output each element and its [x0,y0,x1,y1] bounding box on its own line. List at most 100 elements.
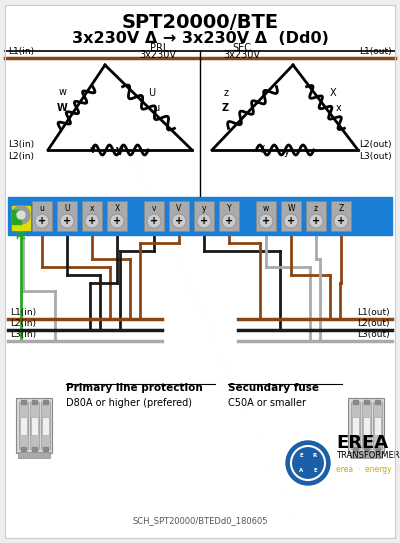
Text: X: X [114,204,120,213]
Bar [82,201,102,231]
Bar [16,398,52,453]
Text: 3x230V Δ → 3x230V Δ  (Dd0): 3x230V Δ → 3x230V Δ (Dd0) [72,31,328,46]
Text: +: + [63,216,71,226]
Bar [43,447,48,451]
Bar [32,201,52,231]
Text: SCH_SPT20000/BTEDd0_180605: SCH_SPT20000/BTEDd0_180605 [132,516,268,525]
Text: A: A [299,468,303,472]
Circle shape [172,214,186,228]
Bar [20,417,27,435]
Text: U: U [148,88,155,98]
Bar [351,402,360,449]
Circle shape [284,214,298,228]
Text: L3(in): L3(in) [8,140,34,149]
Circle shape [17,211,25,219]
Circle shape [85,214,99,228]
Text: E: E [299,453,303,458]
Bar [375,447,380,451]
Text: W: W [57,103,68,113]
Text: v: v [152,204,156,213]
Circle shape [309,214,323,228]
Text: Z: Z [338,204,344,213]
Text: erea  ·  energy  ·  engineering: erea · energy · engineering [336,464,400,473]
Circle shape [286,441,330,485]
Bar [219,201,239,231]
Text: L3(out): L3(out) [357,330,390,339]
Bar [364,400,369,404]
Bar [362,402,371,449]
Text: u: u [40,204,44,213]
Text: y: y [284,147,290,157]
Bar [12,206,30,230]
Text: Primary line protection: Primary line protection [66,383,203,393]
Text: W: W [287,204,295,213]
Bar [363,417,370,435]
Text: +: + [200,216,208,226]
Text: +: + [113,216,121,226]
Text: x: x [90,204,94,213]
Circle shape [110,214,124,228]
Circle shape [197,214,211,228]
Text: 3x230V: 3x230V [140,50,176,60]
Text: L2(in): L2(in) [8,152,34,161]
Bar [373,402,382,449]
Text: L1(in): L1(in) [8,47,34,56]
Circle shape [259,214,273,228]
Bar [331,201,351,231]
Text: V: V [176,204,182,213]
Bar [41,402,50,449]
Bar [352,417,359,435]
Text: w: w [263,204,269,213]
Text: w: w [59,87,67,97]
Text: z: z [314,204,318,213]
Text: Y: Y [227,204,231,213]
Text: L3(in): L3(in) [10,330,36,339]
Bar [43,400,48,404]
Circle shape [60,214,74,228]
Text: +: + [225,216,233,226]
Text: U: U [64,204,70,213]
Circle shape [222,214,236,228]
Text: Y: Y [258,145,264,155]
Circle shape [334,214,348,228]
Bar [348,398,384,453]
Bar [21,447,26,451]
Text: L1(out): L1(out) [357,308,390,317]
Text: L3(out): L3(out) [359,152,392,161]
Text: +: + [262,216,270,226]
Text: D80A or higher (prefered): D80A or higher (prefered) [66,398,192,408]
Text: 3x230V: 3x230V [224,50,260,60]
Text: z: z [224,88,229,98]
Text: C50A or smaller: C50A or smaller [228,398,306,408]
Circle shape [12,206,30,224]
Bar [21,400,26,404]
Text: E: E [313,468,317,472]
Text: TRANSFORMERS: TRANSFORMERS [336,451,400,460]
Bar [32,447,37,451]
Text: +: + [337,216,345,226]
Bar [107,201,127,231]
Bar [144,201,164,231]
Bar [364,447,369,451]
Bar [169,201,189,231]
Text: +: + [88,216,96,226]
Bar [12,210,21,224]
Text: PRI: PRI [150,43,166,53]
Text: PE: PE [16,232,26,241]
Bar [374,417,381,435]
Text: y: y [202,204,206,213]
Circle shape [35,214,49,228]
Circle shape [147,214,161,228]
Bar [42,417,49,435]
Text: L2(out): L2(out) [358,319,390,328]
Bar [8,197,392,235]
Text: Z: Z [222,103,229,113]
Bar [32,400,37,404]
Bar [194,201,214,231]
Bar [353,447,358,451]
Bar [30,402,39,449]
Bar [31,417,38,435]
Text: u: u [153,103,159,113]
Text: L2(in): L2(in) [10,319,36,328]
Text: SPT20000/BTE: SPT20000/BTE [122,13,278,32]
